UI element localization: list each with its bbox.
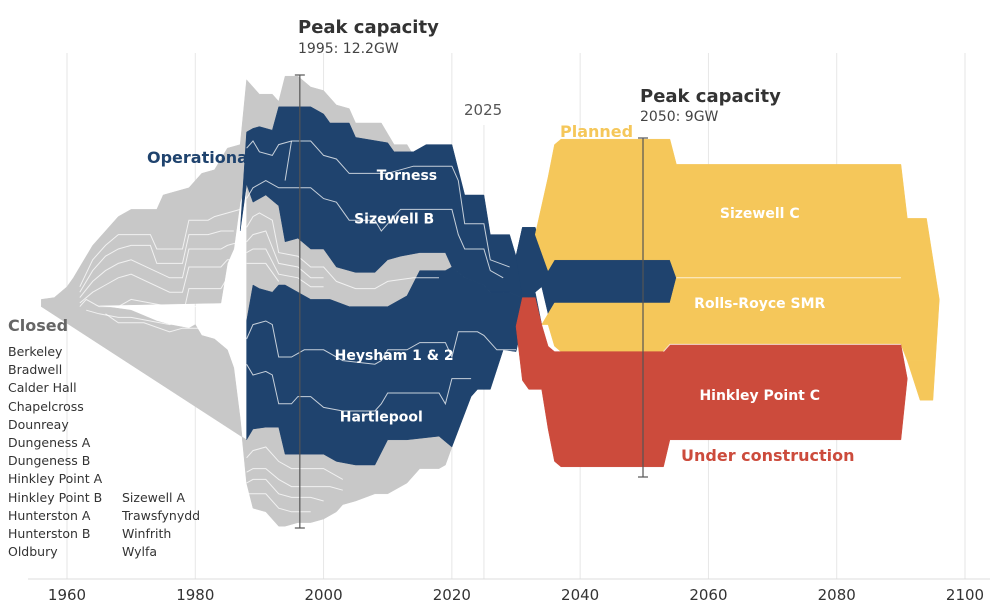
plant-divider-line: [246, 212, 439, 290]
x-tick-label: 2100: [946, 586, 984, 600]
closed-plant-name: Hinkley Point A: [8, 471, 103, 487]
plant-divider-line: [246, 140, 510, 268]
closed-plant-name: Berkeley: [8, 344, 63, 359]
plant-divider-line: [246, 320, 516, 365]
peak-2050-value: 2050: 9GW: [640, 109, 719, 125]
stream-planned-6: [534, 138, 940, 361]
category-label-closed: Closed: [8, 316, 69, 335]
closed-plant-name: Dounreay: [8, 416, 69, 432]
stream-series: [41, 75, 940, 527]
plant-divider-line: [246, 363, 472, 412]
stream-label: Hartlepool: [340, 409, 423, 425]
closed-plant-name: Dungeness A: [8, 435, 91, 451]
x-tick-label: 2000: [304, 586, 342, 600]
plant-divider-line: [246, 468, 343, 491]
closed-plant-name: Bradwell: [8, 362, 63, 378]
stream-under_construction-8: [515, 297, 908, 468]
plant-divider-line: [246, 248, 324, 288]
closed-plant-name: Hunterston A: [8, 507, 91, 523]
closed-plants-column-2: Sizewell A Trawsfynydd Winfrith Wylfa: [122, 489, 200, 562]
plant-divider-line: [105, 313, 234, 333]
plant-divider-line: [246, 262, 280, 282]
plant-divider-line: [246, 230, 324, 279]
category-label-operational: Operational: [147, 148, 253, 167]
closed-plant-name: Wylfa: [122, 544, 158, 560]
closed-plant-name: Oldbury: [8, 544, 58, 560]
plant-divider-line: [246, 493, 311, 513]
peak-2050-title: Peak capacity: [640, 86, 781, 107]
closed-plant-name: Sizewell A: [122, 489, 186, 505]
category-label-under-construction: Under construction: [681, 446, 854, 465]
stream-label: Sizewell B: [354, 211, 434, 227]
closed-plant-name: Winfrith: [122, 526, 172, 541]
x-axis: 1960 1980 2000 2020 2040 2060 2080 2100: [28, 578, 990, 600]
plant-divider-line: [284, 140, 292, 181]
plant-divider-line: [246, 478, 324, 502]
plant-divider-line: [79, 277, 241, 319]
stream-label: Sizewell C: [720, 206, 800, 222]
peak-1995-title: Peak capacity: [298, 17, 439, 38]
closed-plant-name: Calder Hall: [8, 380, 77, 396]
x-tick-label: 1960: [48, 586, 86, 600]
x-tick-label: 1980: [176, 586, 214, 600]
plant-divider-line: [663, 343, 901, 352]
stream-label: Hinkley Point C: [699, 388, 820, 404]
closed-plants-column-1: Berkeley Bradwell Calder Hall Chapelcross Do…: [8, 343, 102, 561]
plant-dividers: [79, 140, 901, 513]
x-tick-label: 2040: [561, 586, 599, 600]
plant-divider-line: [246, 446, 344, 480]
plant-divider-line: [79, 208, 241, 288]
x-tick-label: 2060: [689, 586, 727, 600]
stream-labels: Torness Sizewell B Heysham 1 & 2 Hartlepool…: [335, 168, 826, 425]
category-label-planned: Planned: [560, 122, 633, 141]
stream-label: Heysham 1 & 2: [335, 348, 454, 364]
year-2025-marker: 2025: [464, 101, 502, 119]
peak-1995-value: 1995: 12.2GW: [298, 41, 399, 57]
stream-label: Torness: [377, 168, 437, 184]
closed-plant-name: Chapelcross: [8, 398, 84, 414]
annotations: Peak capacity 1995: 12.2GW Peak capacity…: [147, 17, 854, 529]
closed-plant-name: Hunterston B: [8, 526, 91, 542]
closed-plant-name: Dungeness B: [8, 453, 91, 469]
closed-plant-name: Hinkley Point B: [8, 489, 103, 505]
plant-divider-line: [79, 259, 241, 304]
stream-label: Rolls-Royce SMR: [694, 296, 825, 312]
x-tick-label: 2080: [818, 586, 856, 600]
plant-divider-line: [79, 230, 234, 293]
closed-plant-name: Trawsfynydd: [122, 507, 201, 523]
plant-divider-line: [79, 241, 241, 298]
plant-divider-line: [246, 180, 504, 279]
stream-operational-4: [246, 266, 542, 466]
x-tick-label: 2020: [433, 586, 471, 600]
